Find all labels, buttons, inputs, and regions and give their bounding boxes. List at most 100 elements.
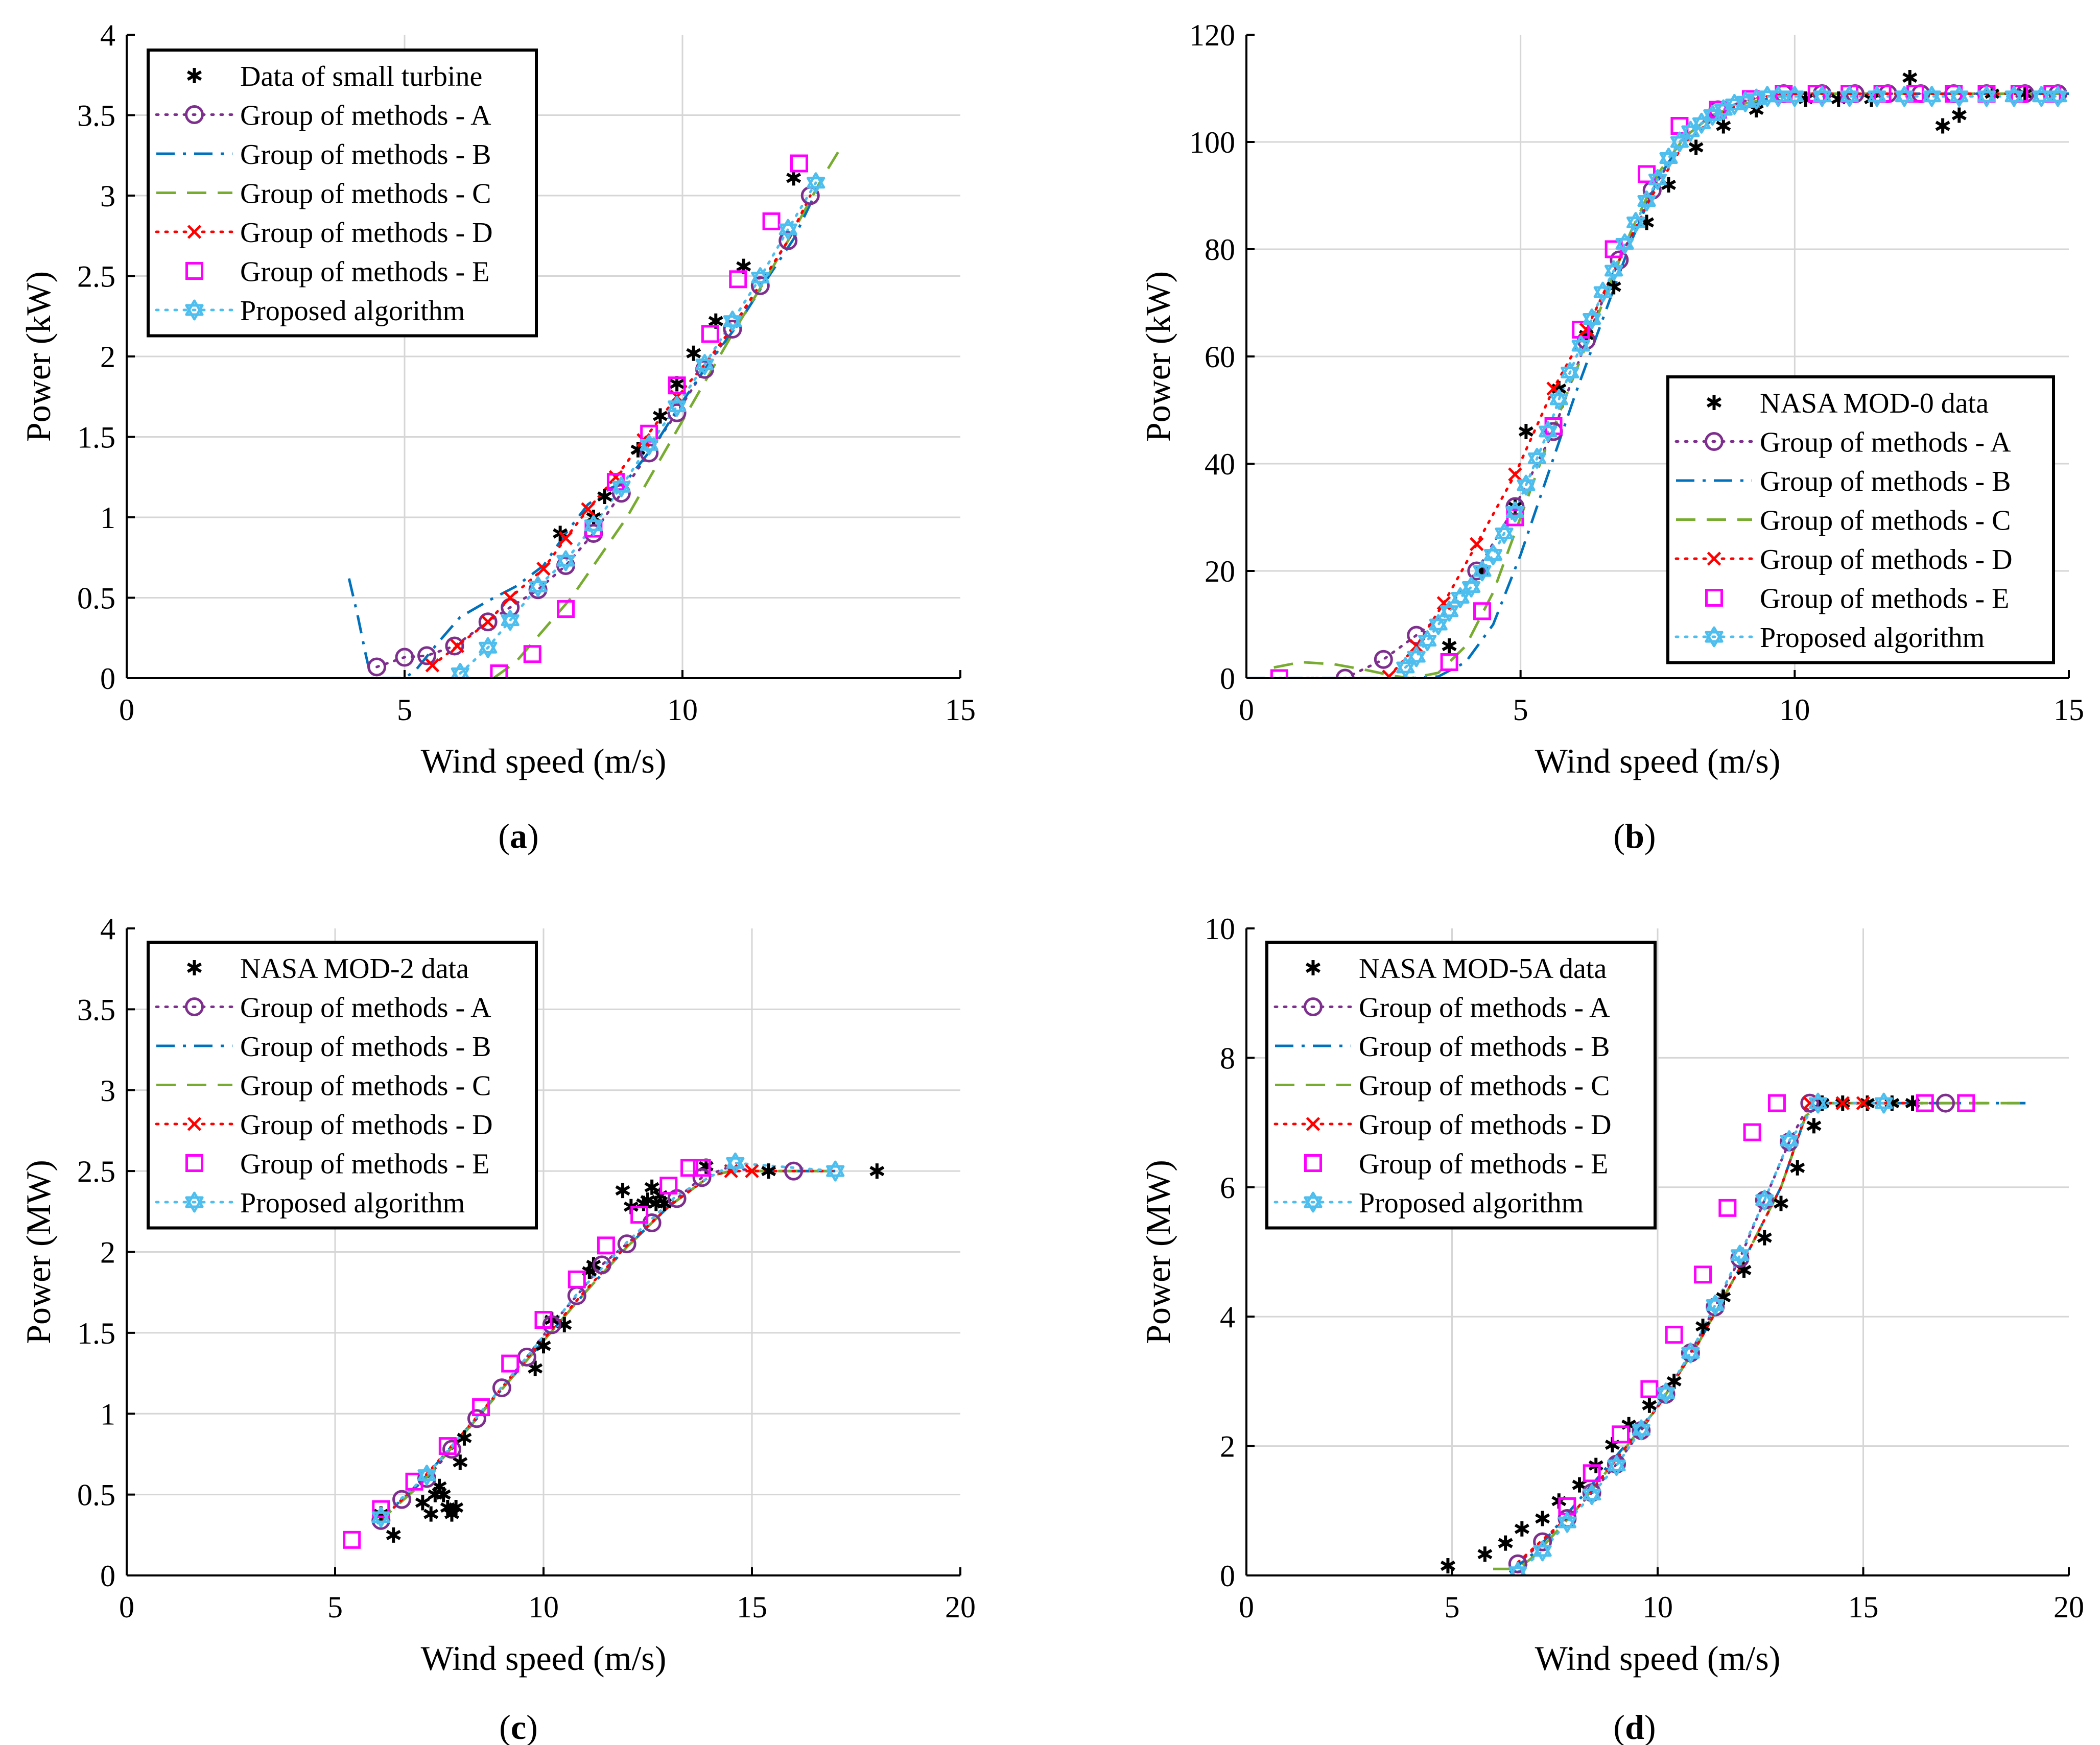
legend-marker-data <box>1707 395 1721 410</box>
legend: Data of small turbine Group of methods - … <box>147 49 538 338</box>
data-point-E <box>534 1311 553 1329</box>
panel-caption: (d) <box>1613 1708 1656 1745</box>
data-point-P <box>1868 86 1886 107</box>
data-point-A <box>611 484 631 503</box>
data-point-E <box>1440 653 1458 671</box>
data-point-data <box>423 1506 439 1522</box>
data-point-data <box>597 489 612 505</box>
y-tick-label: 0.5 <box>77 582 115 615</box>
data-point-A <box>1508 1554 1527 1573</box>
data-point-data <box>1688 139 1704 155</box>
y-tick-label: 2 <box>100 1236 115 1270</box>
data-point-data <box>869 1163 885 1179</box>
data-point-P <box>584 515 603 536</box>
legend-marker-D <box>1306 1117 1320 1131</box>
y-tick-label: 3.5 <box>77 99 115 133</box>
legend: NASA MOD-2 data Group of methods - A Group… <box>147 941 538 1230</box>
legend-marker-D <box>1707 552 1721 566</box>
data-point-P <box>1615 233 1634 254</box>
data-point-data <box>1498 1535 1513 1551</box>
legend-item: Group of methods - C <box>1275 1070 1610 1102</box>
data-point-E <box>1612 1425 1630 1444</box>
data-point-E <box>668 376 686 395</box>
x-axis-label: Wind speed (m/s) <box>1535 1639 1781 1678</box>
x-tick-label: 15 <box>737 1590 767 1624</box>
data-point-P <box>751 267 770 289</box>
legend-item: Group of methods - B <box>1275 1031 1610 1063</box>
data-point-P <box>1632 1419 1650 1441</box>
data-point-E <box>568 1270 586 1288</box>
chart-panel-d: 0 5 10 15 20 0 2 4 6 8 10 Wind speed (m/s) Power (MW… <box>1139 912 2084 1745</box>
data-point-data <box>1518 424 1533 439</box>
data-point-D <box>558 531 573 545</box>
data-point-P <box>1593 281 1612 303</box>
data-point-D <box>1508 467 1522 482</box>
legend-item: Data of small turbine <box>187 61 482 92</box>
y-axis-label: Power (MW) <box>1139 1160 1177 1344</box>
x-tick-label: 5 <box>327 1590 343 1624</box>
data-point-P <box>1657 1382 1676 1404</box>
legend-item: Group of methods - D <box>1674 544 2013 576</box>
x-tick-label: 10 <box>528 1590 559 1624</box>
y-tick-label: 0.5 <box>77 1478 115 1512</box>
data-point-P <box>529 576 548 597</box>
legend-item: Group of methods - A <box>155 992 491 1024</box>
legend-marker-A <box>185 105 204 124</box>
legend-box <box>147 941 538 1230</box>
x-axis-label: Wind speed (m/s) <box>1535 742 1781 780</box>
legend-label: Group of methods - E <box>1760 583 2009 615</box>
data-point-data <box>457 1430 472 1446</box>
legend-marker-E <box>1304 1154 1322 1172</box>
x-tick-label: 20 <box>945 1590 976 1624</box>
legend-item: Group of methods - C <box>1676 505 2011 537</box>
legend-item: Group of methods - C <box>156 178 491 210</box>
caption-open-paren: ( <box>498 817 510 855</box>
caption-open-paren: ( <box>499 1708 511 1745</box>
data-point-A <box>467 1409 486 1428</box>
data-point-P <box>1670 131 1689 153</box>
legend-item: Group of methods - B <box>1676 466 2011 497</box>
y-axis-label: Power (kW) <box>19 271 58 442</box>
x-tick-label: 15 <box>2054 693 2084 727</box>
legend-item: Group of methods - A <box>155 100 491 132</box>
series-line-P <box>459 181 817 675</box>
x-tick-label: 10 <box>667 693 698 727</box>
legend-item: Group of methods - E <box>185 1149 489 1180</box>
data-point-A <box>723 319 742 339</box>
data-point-E <box>438 1437 457 1455</box>
y-tick-label: 4 <box>100 18 115 52</box>
legend-label: Group of methods - C <box>1760 505 2011 537</box>
data-point-A <box>592 1255 611 1275</box>
data-point-E <box>790 154 808 173</box>
y-tick-label: 20 <box>1205 555 1235 588</box>
data-point-P <box>2004 86 2023 107</box>
legend-box <box>1265 941 1657 1230</box>
legend-item: Proposed algorithm <box>155 295 465 327</box>
data-point-P <box>1418 630 1437 651</box>
data-point-P <box>1571 335 1590 356</box>
legend-marker-data <box>187 68 202 83</box>
x-tick-label: 5 <box>1513 693 1528 727</box>
data-point-E <box>701 325 719 343</box>
legend-item: Group of methods - E <box>1705 583 2009 615</box>
legend-item: Group of methods - D <box>1273 1109 1612 1141</box>
legend-marker-data <box>187 960 202 975</box>
data-point-P <box>1706 1294 1725 1316</box>
legend-label: Group of methods - A <box>1760 427 2011 459</box>
legend-label: Group of methods - E <box>240 256 489 288</box>
caption-open-paren: ( <box>1613 1708 1625 1745</box>
data-point-D <box>581 502 595 517</box>
data-point-E <box>597 1236 615 1255</box>
data-point-A <box>445 636 464 656</box>
y-tick-label: 0 <box>100 1559 115 1593</box>
y-tick-label: 60 <box>1205 340 1235 374</box>
data-point-P <box>1607 1455 1626 1476</box>
data-point-P <box>1874 1092 1893 1114</box>
data-point-A <box>1374 650 1393 669</box>
legend-marker-P <box>1304 1191 1323 1213</box>
series-line-D <box>380 1169 837 1522</box>
data-point-A <box>492 1378 511 1398</box>
data-point-D <box>1470 537 1484 552</box>
y-tick-label: 1 <box>100 501 115 535</box>
data-point-P <box>778 219 797 240</box>
